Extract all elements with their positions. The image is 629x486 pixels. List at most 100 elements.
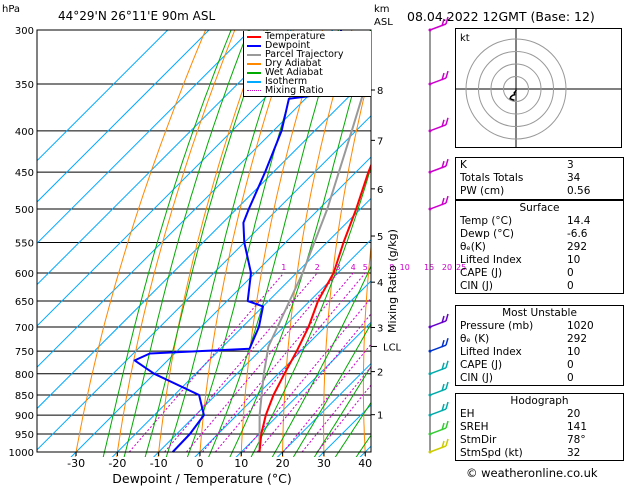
row-label: Lifted Index: [460, 346, 522, 358]
wind-barb-flag: [445, 438, 449, 447]
wind-barb-staff: [429, 388, 447, 396]
wind-barb-dot: [428, 413, 432, 417]
wet-adiabat-line: [334, 401, 371, 457]
wind-barb-flag: [441, 383, 445, 392]
isotherm-line: [37, 32, 371, 368]
isotherm-line: [235, 321, 371, 457]
wind-barb-icon: [428, 16, 449, 32]
legend-swatch: [247, 90, 261, 91]
wind-barb-flag: [441, 18, 445, 27]
height-km-label: 7: [377, 136, 383, 147]
row-value: 32: [567, 447, 581, 459]
dry-adiabat-line: [323, 66, 371, 457]
wind-barb-flag: [445, 420, 449, 429]
location-title: 44°29'N 26°11'E 90m ASL: [58, 9, 216, 23]
row-label: CIN (J): [460, 280, 493, 292]
mixing-ratio-line: [202, 272, 354, 453]
legend-label: Parcel Trajectory: [265, 48, 344, 60]
height-km-label: 2: [377, 368, 383, 379]
pressure-tick-label: 600: [15, 269, 34, 280]
row-label: Temp (°C): [460, 215, 513, 227]
height-km-label: 1: [377, 411, 383, 422]
legend-item: Dewpoint: [247, 39, 371, 51]
dry-adiabat-line: [282, 30, 353, 457]
table-row: Lifted Index 10: [456, 346, 623, 359]
row-label: CAPE (J): [460, 359, 503, 371]
mixing-ratio-label: 10: [400, 263, 410, 272]
legend-swatch: [247, 71, 261, 74]
mixing-ratio-label: 4: [351, 263, 356, 272]
wind-barb-dot: [428, 207, 432, 211]
isotherm-line: [37, 115, 371, 451]
pressure-tick-label: 450: [15, 168, 34, 179]
mixing-ratio-label: 15: [424, 263, 434, 272]
legend-swatch: [247, 53, 261, 56]
wind-barb-dot: [428, 349, 432, 353]
isotherm-line: [70, 156, 371, 457]
wind-barb-flag: [445, 360, 449, 368]
dewpoint-line: [133, 30, 343, 453]
pressure-tick-label: 500: [15, 205, 34, 216]
pressure-tick-label: 400: [15, 127, 34, 138]
wind-barb-icon: [428, 420, 449, 436]
row-label: Pressure (mb): [460, 320, 534, 332]
wind-barb-dot: [428, 129, 432, 133]
wind-barb-flag: [445, 313, 449, 322]
height-km-label: 3: [377, 323, 383, 334]
row-label: EH: [460, 408, 475, 420]
legend: Temperature Dewpoint Parcel Trajectory Dry …: [243, 31, 371, 97]
isotherm-line: [37, 30, 210, 203]
pressure-tick-label: 750: [15, 347, 34, 358]
hodograph-table: Hodograph EH 20 SREH 141 StmDir 78° StmSpd (kt…: [455, 393, 624, 461]
pressure-tick-label: 950: [15, 430, 34, 441]
wind-barb-flag: [441, 339, 445, 348]
isotherm-line: [37, 30, 292, 286]
temperature-tick-label: 0: [197, 457, 204, 470]
wind-barb-dot: [428, 170, 432, 174]
wind-barb-flag: [441, 362, 445, 370]
pressure-tick-label: 300: [15, 26, 34, 37]
isotherm-line: [194, 280, 371, 457]
wind-barb-icon: [428, 438, 449, 454]
legend-label: Dewpoint: [265, 39, 311, 51]
wind-barb-flag: [445, 117, 449, 126]
row-value: 292: [567, 333, 588, 345]
km-unit: km: [374, 4, 390, 15]
copyright-footer: © weatheronline.co.uk: [466, 466, 598, 480]
wind-barb-staff: [429, 202, 447, 210]
row-value: 78°: [567, 434, 586, 446]
isotherm-line: [37, 30, 169, 162]
wind-barb-flag: [445, 195, 449, 204]
row-value: 0: [567, 359, 574, 371]
mixing-ratio-axis-label: Mixing Ratio (g/kg): [386, 229, 399, 333]
hodograph: kt: [455, 28, 622, 148]
row-label: Totals Totals: [460, 172, 524, 184]
wind-barb-staff: [429, 165, 447, 173]
table-row: θₑ (K) 292: [456, 333, 623, 346]
pressure-tick-label: 900: [15, 411, 34, 422]
wind-barb-icon: [428, 360, 449, 376]
row-value: 20: [567, 408, 581, 420]
wind-barb-dot: [428, 325, 432, 329]
row-value: 3: [567, 159, 574, 171]
mixing-ratio-label: 2: [315, 263, 320, 272]
height-km-label: 6: [377, 185, 383, 196]
table-row: CIN (J) 0: [456, 280, 623, 293]
wind-barb-staff: [429, 77, 447, 85]
row-value: 10: [567, 254, 581, 266]
table-row: CAPE (J) 0: [456, 359, 623, 372]
mixing-ratio-label: 1: [281, 263, 286, 272]
row-label: Dewp (°C): [460, 228, 514, 240]
wind-barb-icon: [428, 70, 449, 86]
table-row: PW (cm) 0.56: [456, 185, 623, 198]
dry-adiabat-line: [116, 30, 236, 457]
row-value: -6.6: [567, 228, 588, 240]
table-row: Totals Totals 34: [456, 172, 623, 185]
wind-barb-flag: [441, 403, 445, 412]
wet-adiabat-line: [208, 30, 339, 457]
table-row: Lifted Index 10: [456, 254, 623, 267]
wind-barb-flag: [445, 401, 449, 410]
hodograph-unit-label: kt: [460, 33, 470, 44]
mixing-ratio-label: 5: [363, 263, 368, 272]
pressure-tick-label: 700: [15, 323, 34, 334]
